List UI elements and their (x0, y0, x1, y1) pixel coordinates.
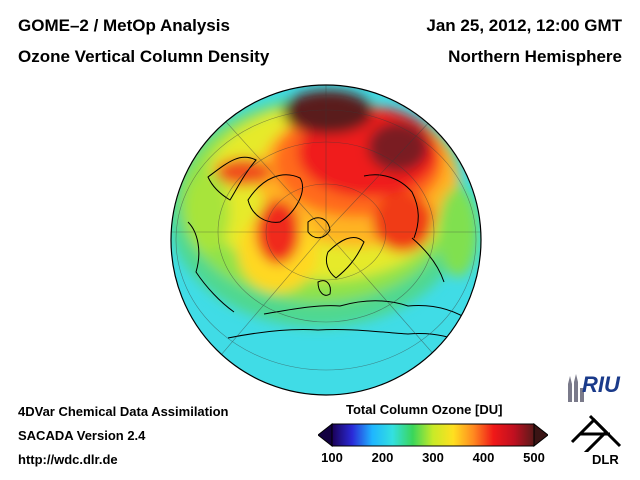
colorbar-tick-label: 300 (422, 450, 444, 465)
footer-version: SACADA Version 2.4 (18, 428, 146, 443)
north-africa-coast (227, 328, 469, 345)
region-label: Northern Hemisphere (448, 47, 622, 66)
ozone-field (171, 90, 478, 327)
colorbar (318, 422, 548, 448)
dlr-cross-icon (570, 414, 622, 452)
greenland-outline (247, 174, 303, 223)
arctic-canada-outline (207, 156, 257, 201)
colorbar-low-arrow (318, 422, 333, 448)
dlr-logo: DLR (592, 452, 619, 467)
colorbar-tick-label: 100 (321, 450, 343, 465)
colorbar-tick-label: 500 (523, 450, 545, 465)
iceland-outline (307, 217, 331, 239)
footer-method: 4DVar Chemical Data Assimilation (18, 404, 229, 419)
cathedral-icon (568, 374, 584, 402)
globe-outline (170, 84, 482, 396)
colorbar-title: Total Column Ozone [DU] (346, 402, 503, 417)
colorbar-high-arrow (533, 422, 548, 448)
map-subtitle: Ozone Vertical Column Density (18, 47, 270, 66)
colorbar-legend: Total Column Ozone [DU] 100 200 300 400 500 (318, 402, 548, 476)
footer-url: http://wdc.dlr.de (18, 452, 118, 467)
colorbar-gradient (331, 423, 535, 447)
east-asia-coast (411, 237, 445, 283)
british-isles-outline (317, 280, 331, 296)
colorbar-tick-label: 400 (472, 450, 495, 465)
north-america-coast (187, 221, 235, 313)
ozone-globe-map (170, 84, 482, 396)
riu-logo: RIU (582, 372, 620, 397)
colorbar-tick-label: 200 (371, 450, 394, 465)
europe-asia-coast (263, 300, 473, 323)
map-title: GOME–2 / MetOp Analysis (18, 16, 230, 35)
coastlines (187, 156, 473, 345)
date-label: Jan 25, 2012, 12:00 GMT (426, 16, 622, 35)
scandinavia-outline (325, 237, 365, 279)
